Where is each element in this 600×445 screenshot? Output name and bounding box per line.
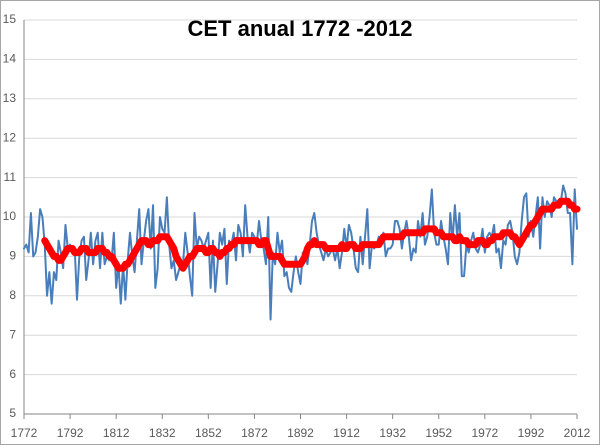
y-tick-label: 14 [3,52,17,66]
x-tick-label: 1792 [57,426,84,440]
x-tick-label: 1872 [241,426,268,440]
y-tick-label: 12 [3,130,17,144]
x-tick-label: 1932 [379,426,406,440]
x-tick-label: 1992 [518,426,545,440]
x-tick-label: 1812 [103,426,130,440]
y-tick-label: 9 [9,249,16,263]
series-line [23,184,578,321]
y-tick-label: 8 [9,288,16,302]
y-tick-label: 10 [3,209,17,223]
x-tick-label: 1772 [11,426,38,440]
y-tick-label: 13 [3,91,17,105]
x-tick-label: 1852 [195,426,222,440]
x-tick-label: 1912 [333,426,360,440]
y-tick-label: 6 [9,367,16,381]
x-tick-label: 2012 [564,426,591,440]
x-tick-label: 1952 [425,426,452,440]
series-line [41,197,581,272]
x-tick-label: 1972 [471,426,498,440]
x-tick-label: 1892 [287,426,314,440]
y-tick-label: 11 [4,170,17,184]
x-tick-label: 1832 [149,426,176,440]
y-tick-label: 15 [3,12,17,26]
y-tick-label: 7 [9,327,16,341]
y-tick-label: 5 [9,406,16,420]
